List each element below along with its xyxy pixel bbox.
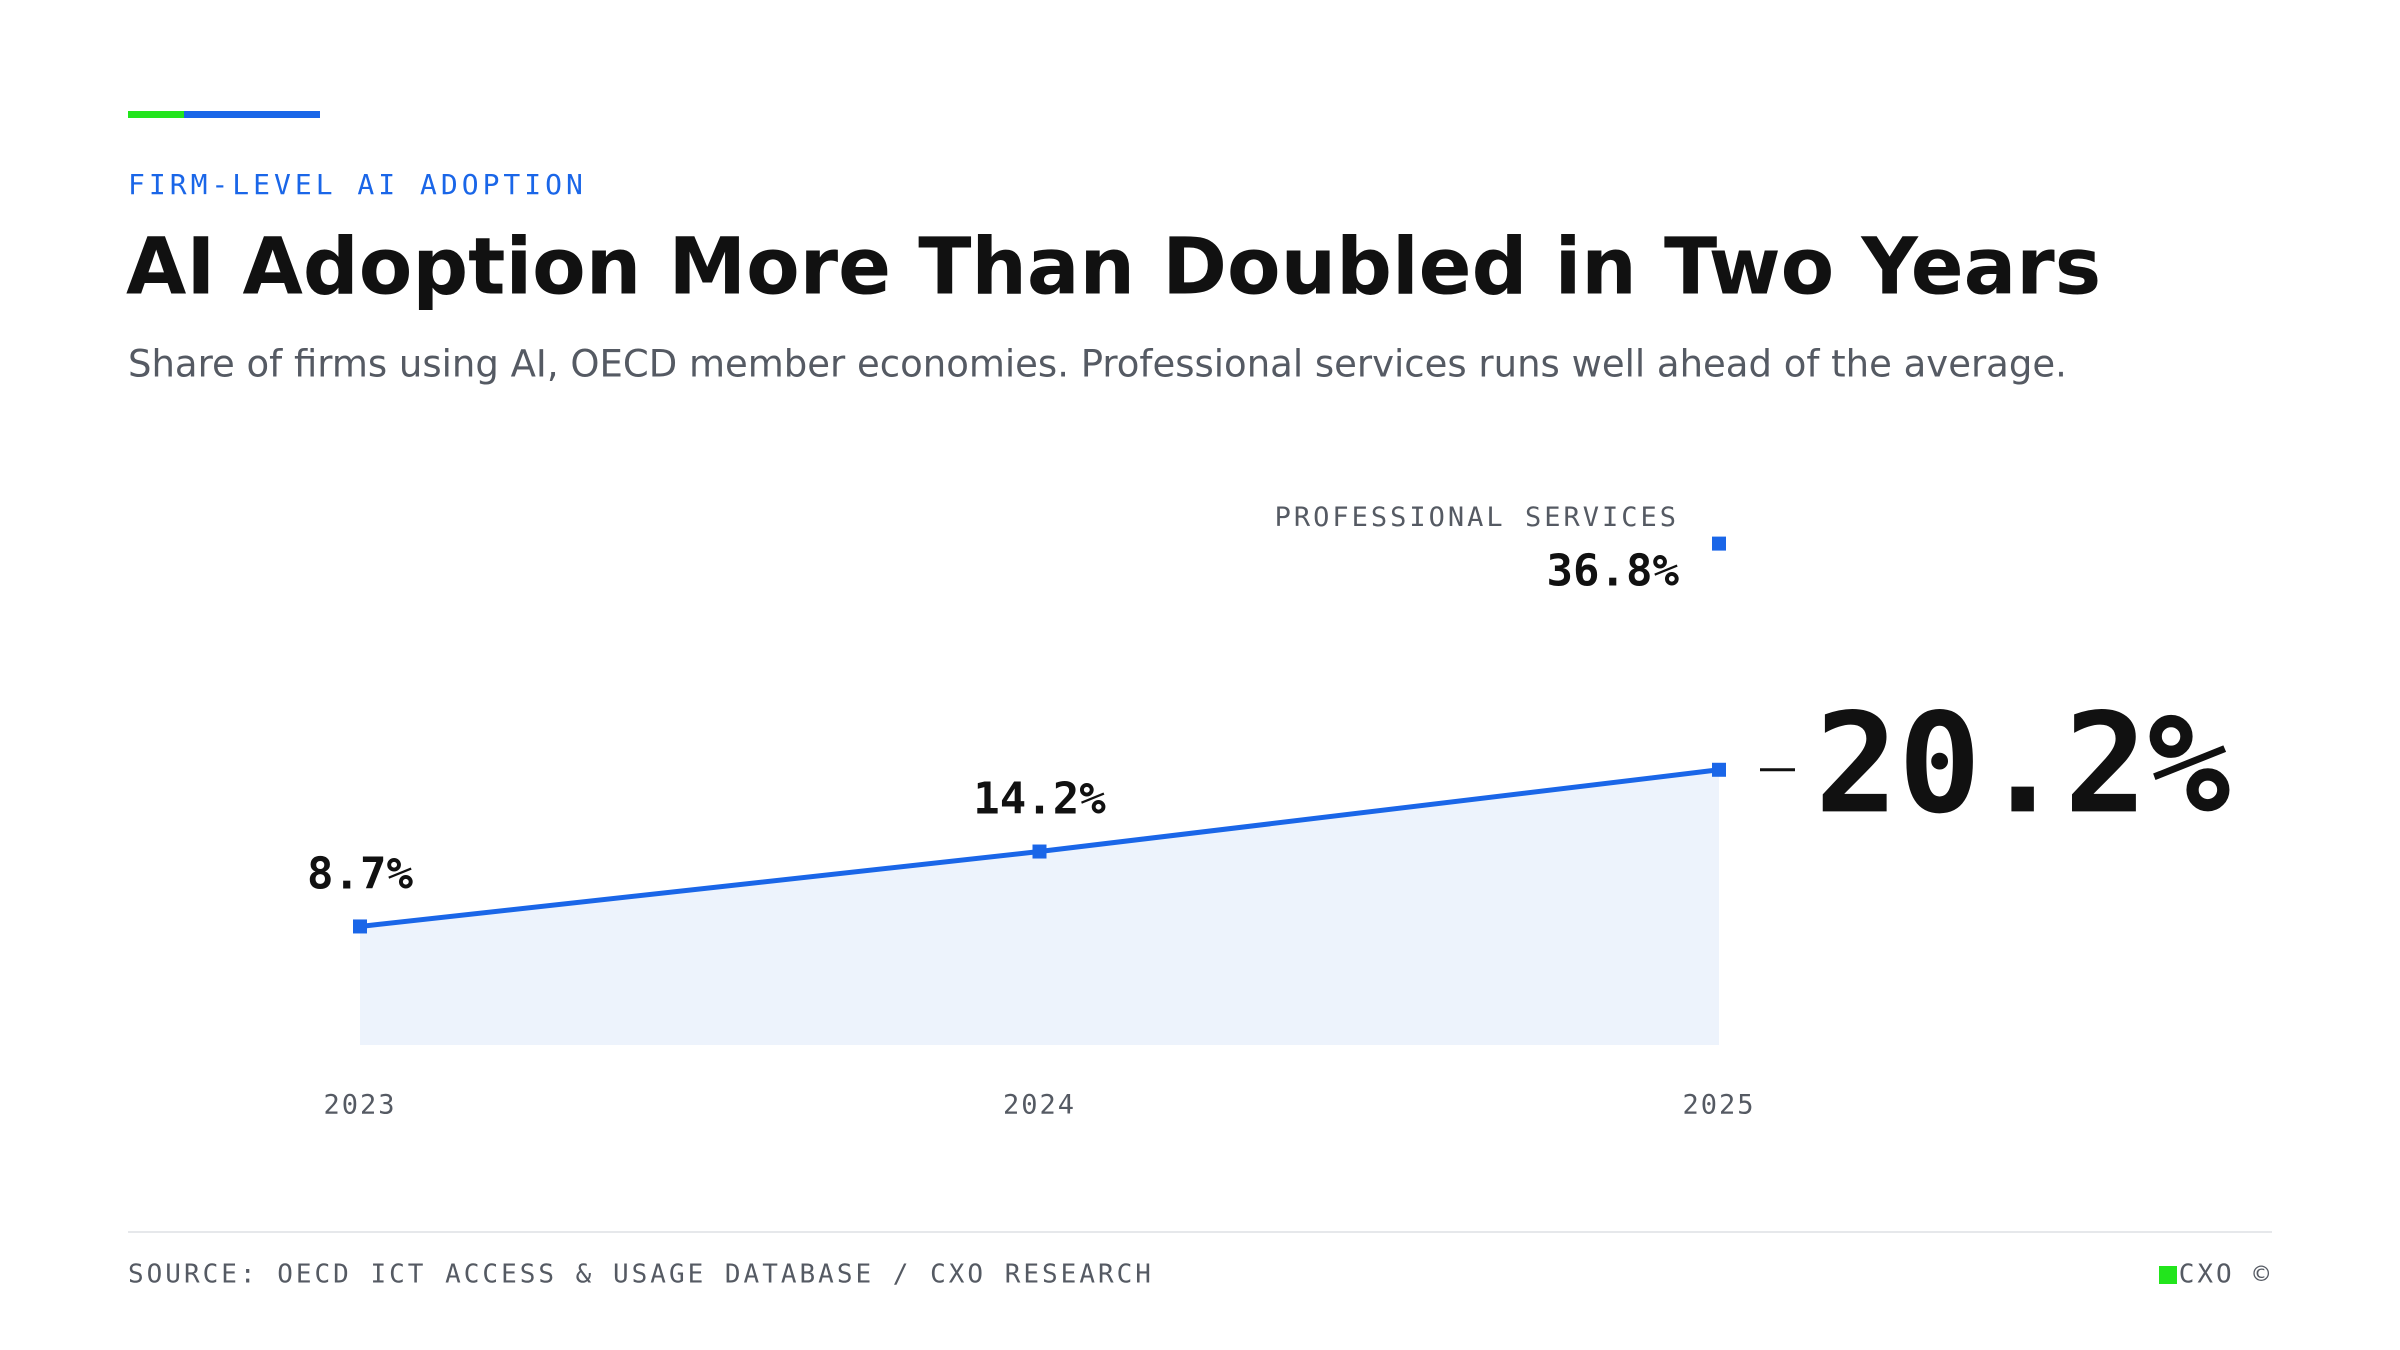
area <box>360 769 1719 1045</box>
value-label: 14.2% <box>973 774 1106 825</box>
brand: CXO © <box>2179 1260 2272 1290</box>
x-tick-label: 2023 <box>323 1090 396 1121</box>
value-label: 8.7% <box>307 848 413 899</box>
point <box>1032 844 1047 859</box>
series-label: PROFESSIONAL SERVICES <box>1275 502 1679 533</box>
brand-mark <box>2159 1266 2177 1284</box>
accent-blue <box>184 111 320 118</box>
chart-title: AI Adoption More Than Doubled in Two Yea… <box>126 222 2101 312</box>
value-label: 36.8% <box>1547 546 1680 597</box>
point <box>353 919 367 934</box>
value-label: 20.2% <box>1815 683 2230 844</box>
x-tick-label: 2024 <box>1003 1090 1076 1121</box>
point <box>1712 536 1726 551</box>
eyebrow: FIRM-LEVEL AI ADOPTION <box>128 168 587 201</box>
x-tick-label: 2025 <box>1682 1090 1755 1121</box>
chart-subtitle: Share of firms using AI, OECD member eco… <box>128 343 2067 386</box>
accent-green <box>128 111 184 118</box>
source: SOURCE: OECD ICT ACCESS & USAGE DATABASE… <box>128 1260 1154 1290</box>
point <box>1712 762 1726 777</box>
plot: 2023 2024 2025 8.7% 14.2% 20.2% PROFESSIONAL S… <box>307 502 2230 1120</box>
